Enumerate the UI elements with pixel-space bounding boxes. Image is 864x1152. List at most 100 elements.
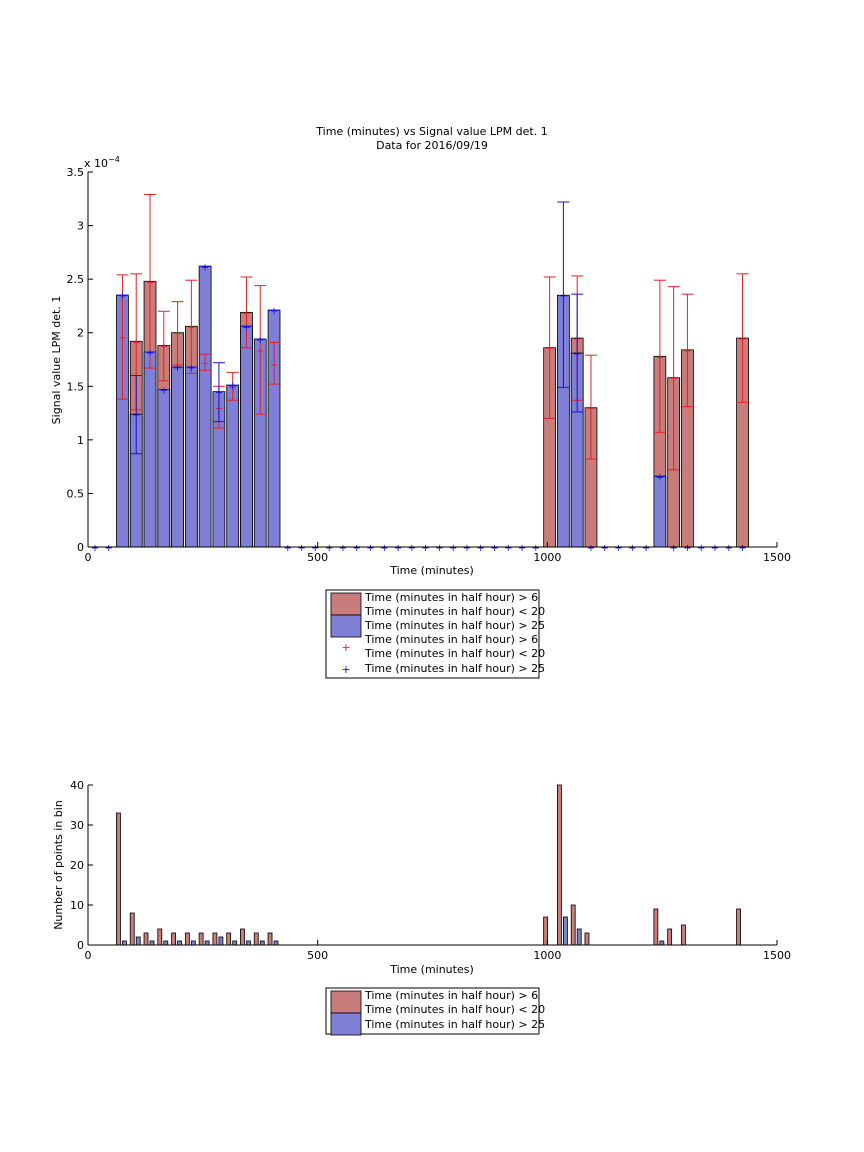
y-tick-label: 3.5 xyxy=(67,166,85,179)
zero-marker: + xyxy=(311,543,319,554)
point-marker: + xyxy=(160,342,168,353)
count-bar xyxy=(253,932,259,946)
point-marker: + xyxy=(215,388,223,399)
bar xyxy=(653,475,667,548)
point-marker: + xyxy=(201,262,209,273)
point-marker: + xyxy=(656,352,664,363)
y-tick-label: 1 xyxy=(77,434,84,447)
point-marker: + xyxy=(559,291,567,302)
zero-marker: + xyxy=(532,543,540,554)
bar xyxy=(171,366,184,548)
point-marker: + xyxy=(656,472,664,483)
point-marker: + xyxy=(160,386,168,397)
legend-entry: Time (minutes in half hour) > 25 xyxy=(364,662,545,675)
legend-entry: Time (minutes in half hour) > 6 xyxy=(364,633,538,646)
legend-entry: Time (minutes in half hour) < 20 xyxy=(364,1003,545,1016)
y-tick-label: 2.5 xyxy=(67,273,85,286)
y-tick-label: 0.5 xyxy=(67,487,85,500)
count-bar xyxy=(240,928,245,946)
x-tick-label: 1500 xyxy=(763,949,791,962)
zero-marker: + xyxy=(91,543,99,554)
legend-entry: Time (minutes in half hour) > 25 xyxy=(364,1018,545,1031)
point-marker: + xyxy=(669,374,677,385)
zero-marker: + xyxy=(587,543,595,554)
count-bar xyxy=(557,784,562,946)
point-marker: + xyxy=(228,381,236,392)
legend-marker-red: + xyxy=(341,641,350,654)
zero-marker: + xyxy=(339,543,347,554)
chart-subtitle: Data for 2016/09/19 xyxy=(376,139,488,152)
count-bar xyxy=(204,940,210,946)
point-marker: + xyxy=(573,349,581,360)
point-marker: + xyxy=(683,346,691,357)
x-tick-label: 500 xyxy=(307,949,328,962)
x-axis-label: Time (minutes) xyxy=(389,564,474,577)
count-bar xyxy=(267,932,273,946)
zero-marker: + xyxy=(380,543,388,554)
point-marker: + xyxy=(545,344,553,355)
count-bar xyxy=(184,932,190,946)
point-marker: + xyxy=(132,337,140,348)
count-bar xyxy=(576,928,582,946)
point-marker: + xyxy=(173,329,181,340)
count-bar xyxy=(149,940,155,946)
count-bar xyxy=(226,932,232,946)
point-marker: + xyxy=(187,322,195,333)
count-bar xyxy=(163,940,169,946)
x-tick-label: 0 xyxy=(85,551,92,564)
point-marker: + xyxy=(587,404,595,415)
zero-marker: + xyxy=(408,543,416,554)
signal-plot-area: + + + + + + + + + + + + + + + + + + + + + + + + + + + + + + + + + + + + + + + +… xyxy=(91,194,749,554)
zero-marker: + xyxy=(394,543,402,554)
y-tick-label: 10 xyxy=(70,899,84,912)
point-marker: + xyxy=(146,348,154,359)
zero-marker: + xyxy=(614,543,622,554)
legend-swatch-blue xyxy=(330,1012,362,1036)
y-tick-label: 0 xyxy=(77,541,84,554)
zero-marker: + xyxy=(669,543,677,554)
count-bar xyxy=(563,916,568,946)
y-tick-label: 0 xyxy=(77,939,84,952)
zero-marker: + xyxy=(366,543,374,554)
bar xyxy=(157,389,171,548)
count-bar xyxy=(157,928,163,946)
x-tick-label: 1500 xyxy=(763,551,791,564)
count-bar xyxy=(736,908,741,946)
point-marker: + xyxy=(256,335,264,346)
zero-marker: + xyxy=(325,543,333,554)
point-marker: + xyxy=(132,410,140,421)
count-bar xyxy=(135,936,141,946)
zero-marker: + xyxy=(518,543,526,554)
bar xyxy=(143,351,157,548)
zero-marker: + xyxy=(683,543,691,554)
count-bar xyxy=(273,940,279,946)
y-axis-label: Number of points in bin xyxy=(52,800,65,930)
zero-marker: + xyxy=(463,543,471,554)
count-bar xyxy=(218,936,224,946)
legend-box xyxy=(325,589,540,679)
count-bar xyxy=(177,940,182,946)
count-bar xyxy=(653,908,659,946)
count-bar xyxy=(570,904,576,946)
x-tick-label: 500 xyxy=(307,551,328,564)
bar xyxy=(198,265,212,548)
zero-marker: + xyxy=(642,543,650,554)
point-marker: + xyxy=(118,291,126,302)
legend-swatch-blue xyxy=(330,614,362,638)
legend-entry: Time (minutes in half hour) < 20 xyxy=(364,647,545,660)
legend-swatch-red xyxy=(330,592,362,616)
count-legend: Time (minutes in half hour) > 6 Time (mi… xyxy=(325,987,545,1036)
legend-box xyxy=(325,987,540,1035)
zero-marker: + xyxy=(697,543,705,554)
point-marker: + xyxy=(118,333,126,344)
legend-entry: Time (minutes in half hour) > 6 xyxy=(364,989,538,1002)
legend-entry: Time (minutes in half hour) > 25 xyxy=(364,619,545,632)
count-bar xyxy=(259,940,265,946)
zero-marker: + xyxy=(711,543,719,554)
y-tick-label: 30 xyxy=(70,819,84,832)
point-marker: + xyxy=(187,363,195,374)
point-marker: + xyxy=(270,360,278,371)
signal-axes: 0 500 1000 1500 0 0.5 1 1.5 2 2.5 3 3.5 xyxy=(67,166,792,564)
zero-marker: + xyxy=(477,543,485,554)
